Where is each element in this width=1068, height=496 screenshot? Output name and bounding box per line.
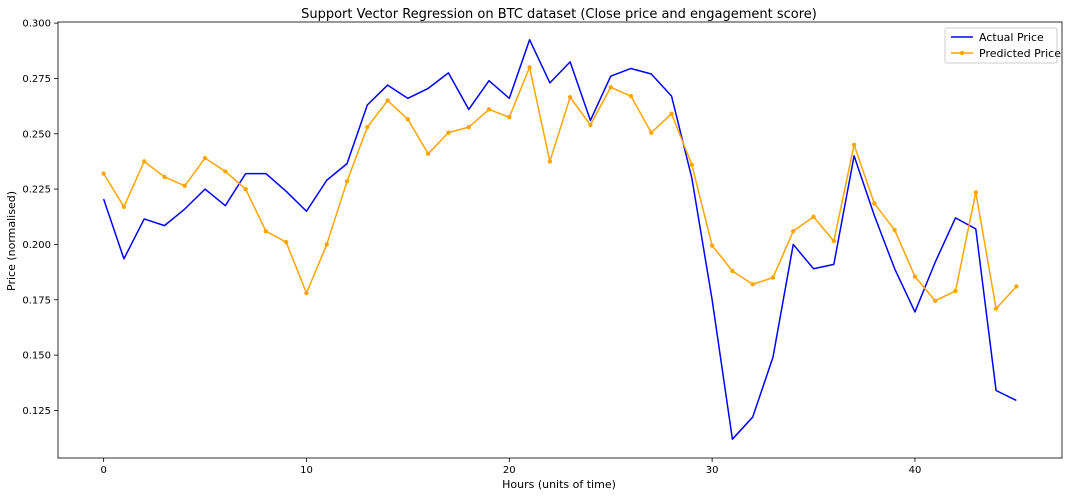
data-point-predicted-price [324,242,329,247]
data-point-predicted-price [547,159,553,164]
data-point-predicted-price [730,268,735,274]
x-tick-label: 30 [706,465,719,476]
data-point-predicted-price [628,93,634,99]
legend: Actual Price Predicted Price [944,27,1061,64]
x-axis: 0 10 20 30 40 [100,458,921,476]
data-point-predicted-price [953,288,958,294]
data-point-predicted-price [649,130,654,135]
legend-label-predicted: Predicted Price [979,47,1061,60]
y-tick-label: 0.175 [22,295,51,306]
data-point-predicted-price [486,107,492,112]
data-point-predicted-price [446,130,451,135]
series-line-predicted-price [102,66,1017,310]
y-tick-label: 0.275 [22,74,51,85]
data-point-predicted-price [263,228,269,234]
x-tick-label: 10 [300,465,313,476]
data-point-predicted-price [872,201,877,206]
data-point-predicted-price [527,65,532,70]
data-point-predicted-price [162,174,167,180]
data-point-predicted-price [405,117,411,122]
data-point-predicted-price [709,243,715,248]
y-axis: 0.125 0.150 0.175 0.200 0.225 0.250 0.275 0.300 [22,19,58,417]
data-point-predicted-price [283,240,289,245]
data-point-predicted-price [304,290,309,296]
data-point-predicted-price [121,204,127,210]
data-point-predicted-price [750,282,755,287]
data-point-predicted-price [993,306,999,311]
data-point-predicted-price [791,228,796,234]
series-line-actual-price [102,38,1017,440]
data-point-predicted-price [344,179,350,184]
data-point-predicted-price [425,151,431,156]
data-point-predicted-price [567,95,573,100]
data-point-predicted-price [466,124,471,130]
legend-marker-predicted [959,50,965,56]
data-point-predicted-price [892,227,897,233]
y-tick-label: 0.300 [22,19,51,30]
y-tick-label: 0.250 [22,129,51,140]
y-tick-label: 0.125 [22,406,51,417]
data-point-predicted-price [202,155,208,161]
data-point-predicted-price [507,114,512,120]
data-point-predicted-price [142,159,147,164]
data-point-predicted-price [588,122,593,128]
data-point-predicted-price [851,142,857,148]
plot-frame [57,21,1063,459]
legend-label-actual: Actual Price [979,31,1044,44]
x-axis-label: Hours (units of time) [502,478,616,491]
data-point-predicted-price [608,85,613,90]
data-point-predicted-price [770,275,776,280]
chart-title: Support Vector Regression on BTC dataset… [301,7,817,22]
y-tick-label: 0.150 [22,351,51,362]
data-point-predicted-price [973,190,978,195]
data-point-predicted-price [223,169,228,174]
data-point-predicted-price [101,171,106,176]
x-tick-label: 40 [909,465,922,476]
data-point-predicted-price [689,162,695,167]
data-point-predicted-price [385,98,390,103]
plot-area [57,21,1063,459]
data-point-predicted-price [182,183,187,188]
data-point-predicted-price [912,274,918,279]
data-point-predicted-price [1014,284,1019,289]
data-point-predicted-price [243,186,248,192]
y-axis-label: Price (normalised) [5,191,18,291]
data-point-predicted-price [933,298,938,304]
data-point-predicted-price [831,238,837,244]
y-tick-label: 0.200 [22,240,51,251]
x-tick-label: 0 [100,465,106,476]
data-point-predicted-price [365,124,370,130]
data-point-predicted-price [811,214,816,219]
y-tick-label: 0.225 [22,185,51,196]
series-layer [101,38,1019,440]
data-point-predicted-price [669,111,674,117]
x-tick-label: 20 [503,465,516,476]
